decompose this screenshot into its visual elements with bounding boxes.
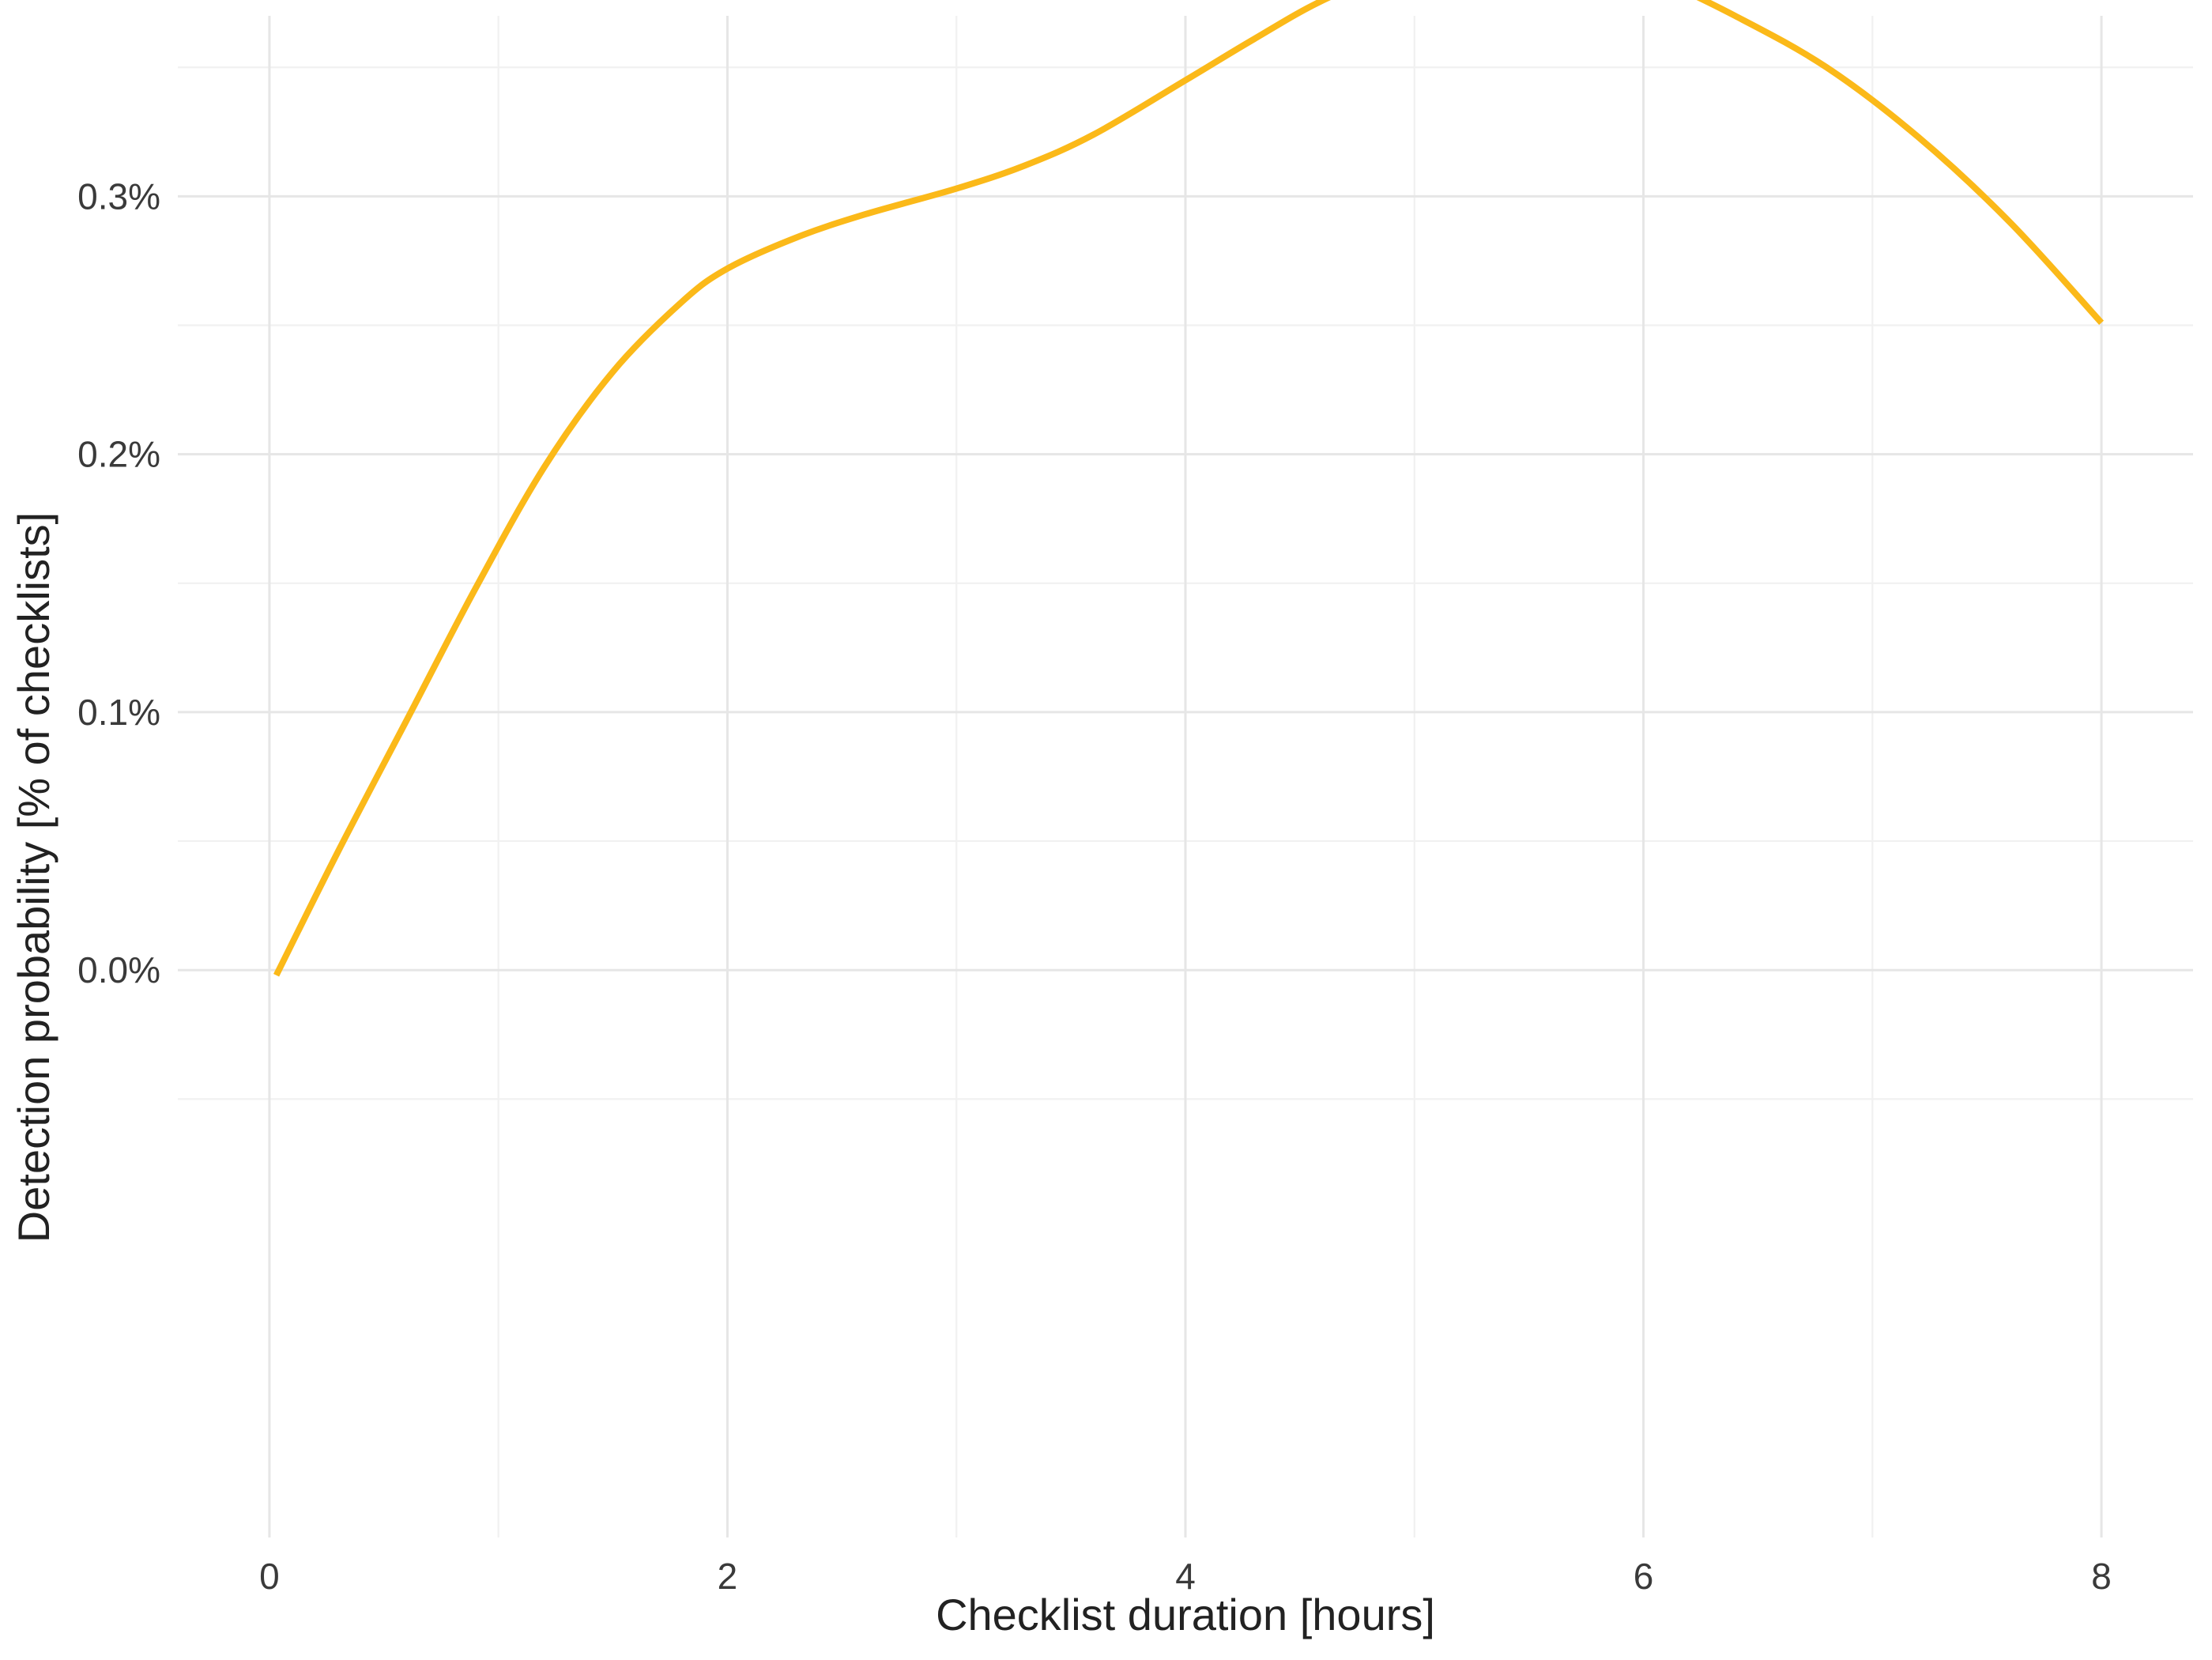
major-gridlines <box>178 16 2193 1537</box>
y-axis-title: Detection probability [% of checklists] <box>9 512 58 1243</box>
y-tick-label: 0.0% <box>77 949 160 990</box>
y-tick-label: 0.1% <box>77 692 160 733</box>
series-layer <box>273 0 2105 977</box>
x-tick-label: 8 <box>2091 1556 2112 1597</box>
x-tick-label: 4 <box>1175 1556 1196 1597</box>
x-tick-label: 2 <box>718 1556 738 1597</box>
series-line <box>273 0 2105 977</box>
x-tick-label: 6 <box>1634 1556 1654 1597</box>
y-axis-ticks: 0.0% 0.1% 0.2% 0.3% <box>77 175 160 990</box>
x-axis-ticks: 0 2 4 6 8 <box>259 1556 2112 1597</box>
x-tick-label: 0 <box>259 1556 280 1597</box>
x-axis-title: Checklist duration [hours] <box>936 1590 1435 1639</box>
y-tick-label: 0.3% <box>77 175 160 217</box>
y-tick-label: 0.2% <box>77 434 160 475</box>
